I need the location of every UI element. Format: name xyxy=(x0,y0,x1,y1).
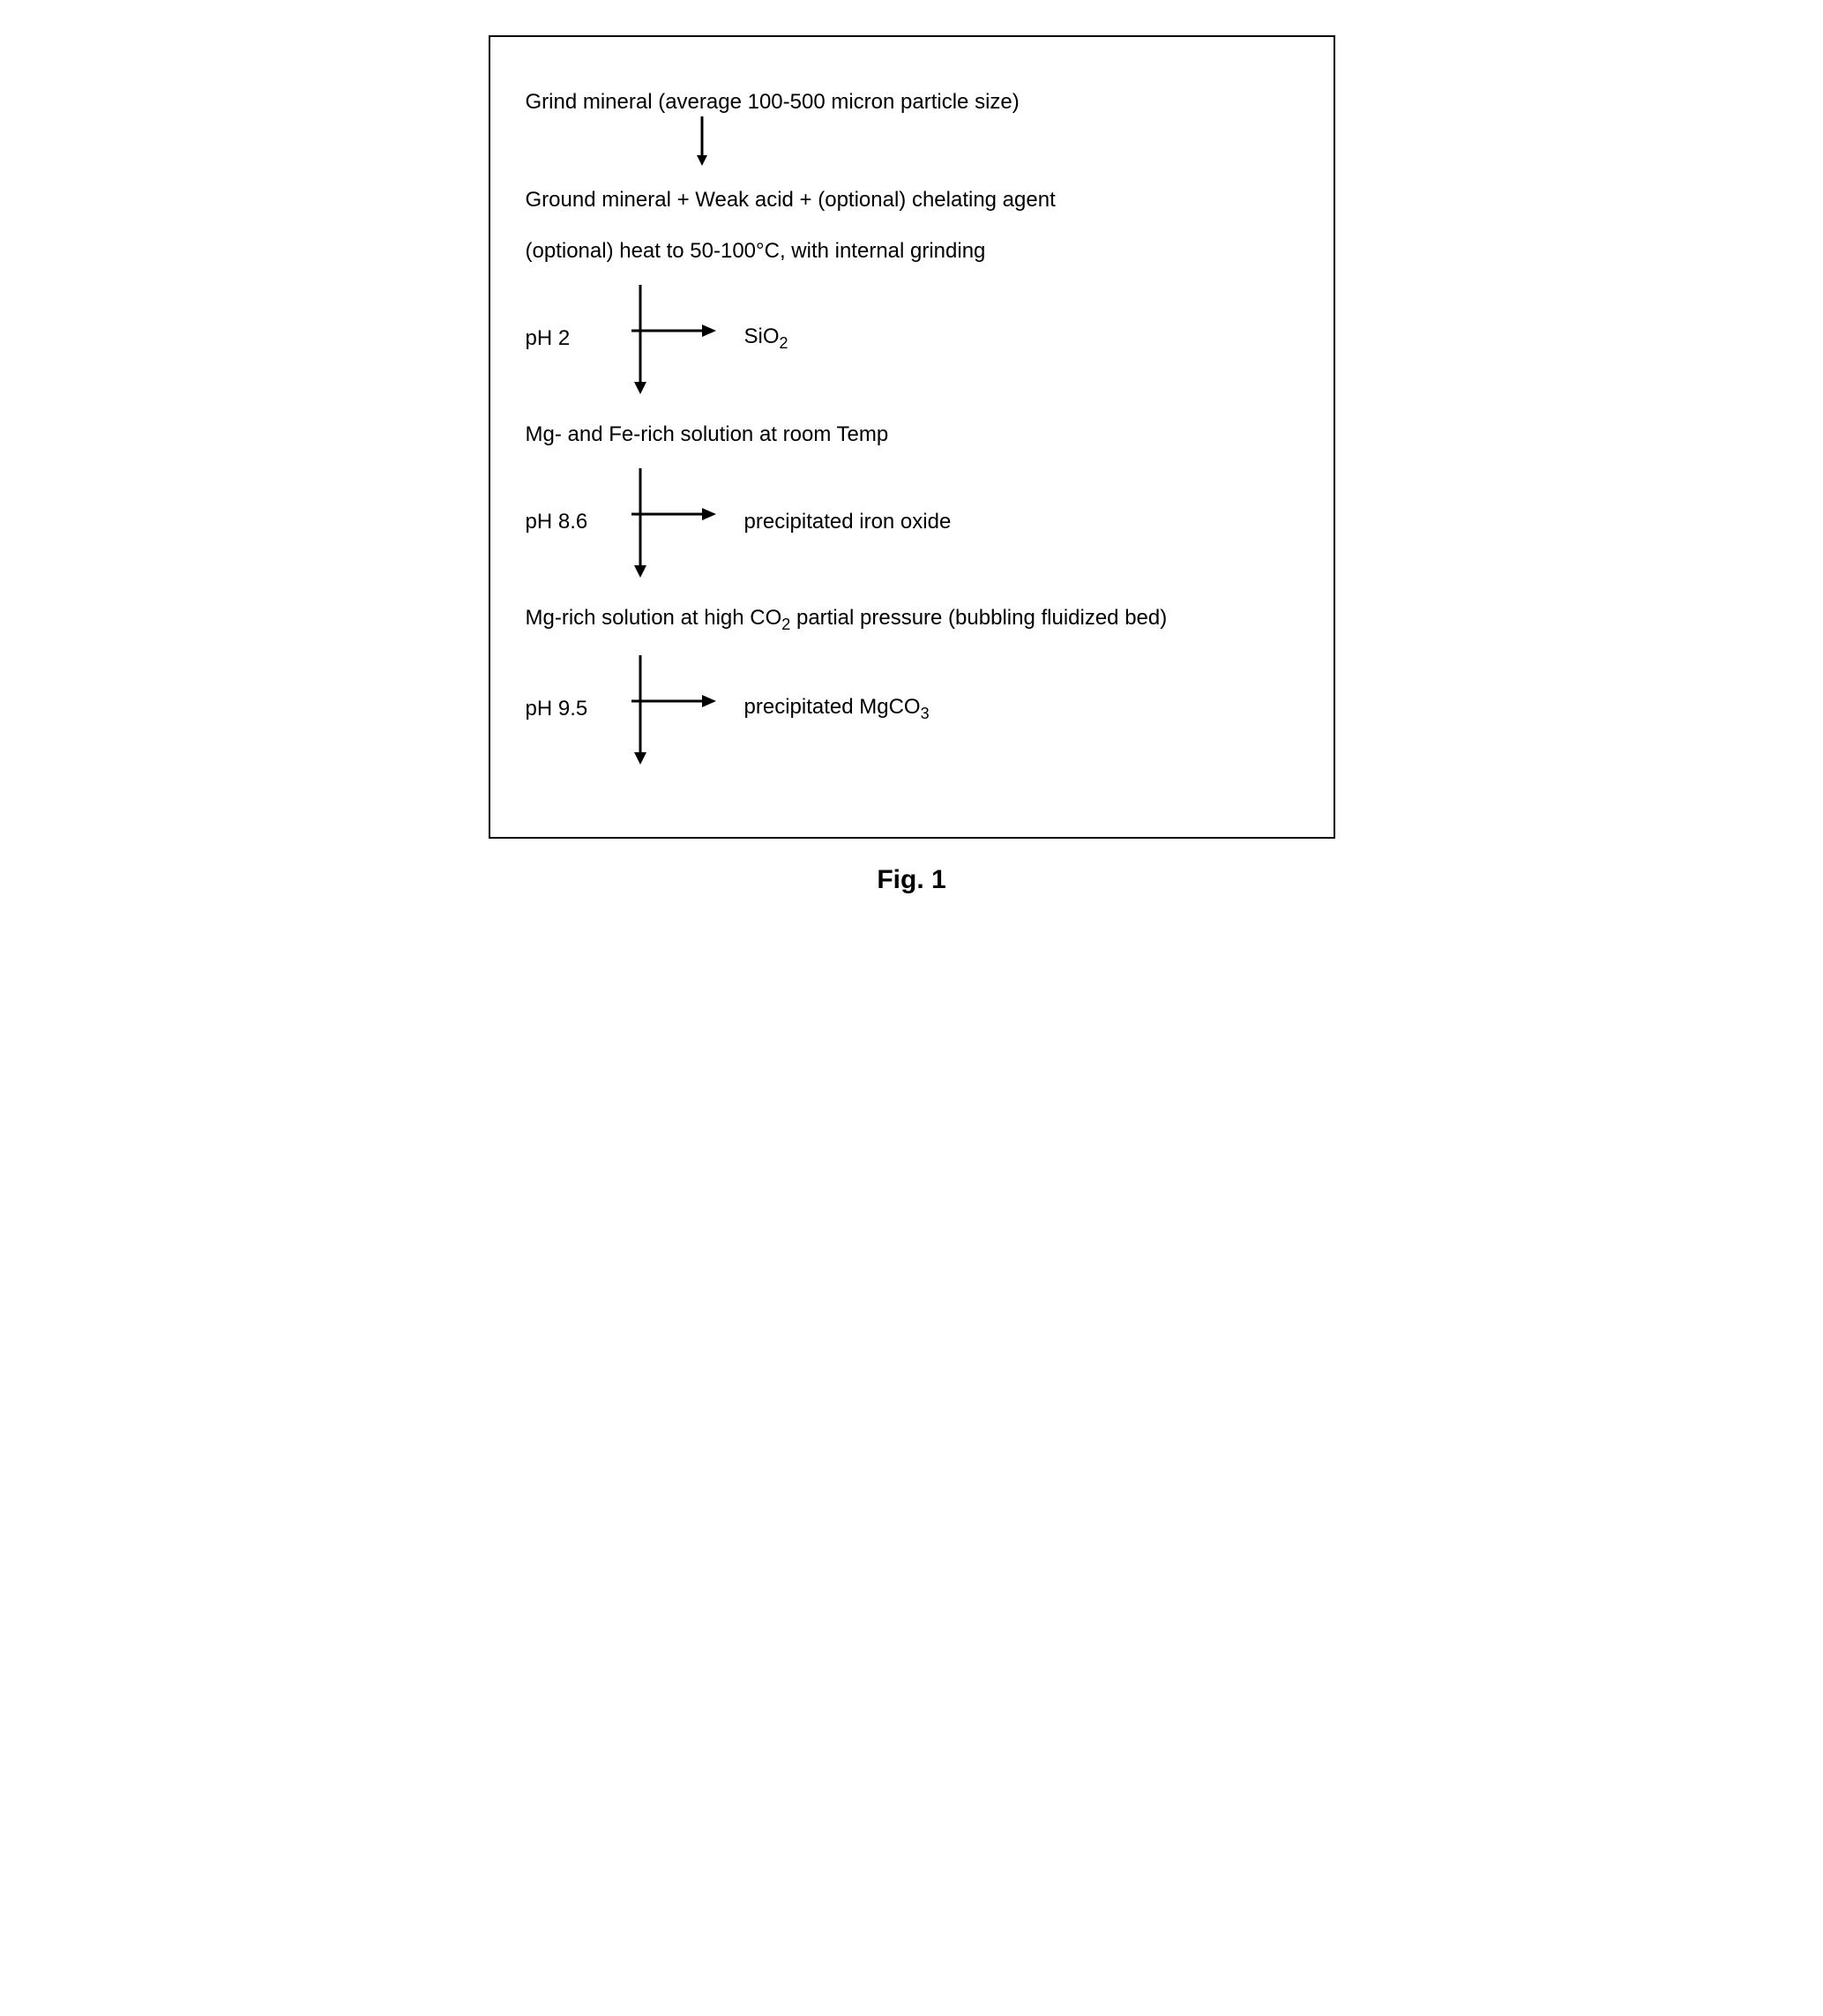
step-3-text: Mg- and Fe-rich solution at room Temp xyxy=(526,422,1298,447)
branch-3-output-prefix: precipitated MgCO xyxy=(744,695,921,719)
branch-1-output-prefix: SiO xyxy=(744,325,780,348)
step-2b-text: (optional) heat to 50-100°C, with intern… xyxy=(526,239,1298,264)
branch-1: pH 2 SiO2 xyxy=(526,281,1298,396)
branch-3: pH 9.5 precipitated MgCO3 xyxy=(526,652,1298,766)
step-1-text: Grind mineral (average 100-500 micron pa… xyxy=(526,90,1298,115)
branch-arrow-icon xyxy=(605,281,720,396)
figure-frame: Grind mineral (average 100-500 micron pa… xyxy=(489,35,1335,839)
arrow-down-icon xyxy=(693,115,711,168)
branch-arrow-icon xyxy=(605,465,720,579)
step-2a-text: Ground mineral + Weak acid + (optional) … xyxy=(526,188,1298,213)
step-4-sub: 2 xyxy=(781,616,790,633)
branch-1-output: SiO2 xyxy=(744,325,788,353)
ph-label-2: pH 8.6 xyxy=(526,510,605,534)
branch-arrow-icon xyxy=(605,652,720,766)
step-4-suffix: partial pressure (bubbling fluidized bed… xyxy=(790,606,1167,630)
branch-2-output: precipitated iron oxide xyxy=(744,510,952,534)
figure-caption: Fig. 1 xyxy=(35,865,1788,895)
branch-1-output-sub: 2 xyxy=(780,334,788,352)
branch-3-output-sub: 3 xyxy=(921,705,930,722)
branch-2: pH 8.6 precipitated iron oxide xyxy=(526,465,1298,579)
step-4-prefix: Mg-rich solution at high CO xyxy=(526,606,782,630)
branch-3-output: precipitated MgCO3 xyxy=(744,695,930,723)
step-4-text: Mg-rich solution at high CO2 partial pre… xyxy=(526,606,1298,634)
ph-label-1: pH 2 xyxy=(526,326,605,351)
ph-label-3: pH 9.5 xyxy=(526,697,605,721)
